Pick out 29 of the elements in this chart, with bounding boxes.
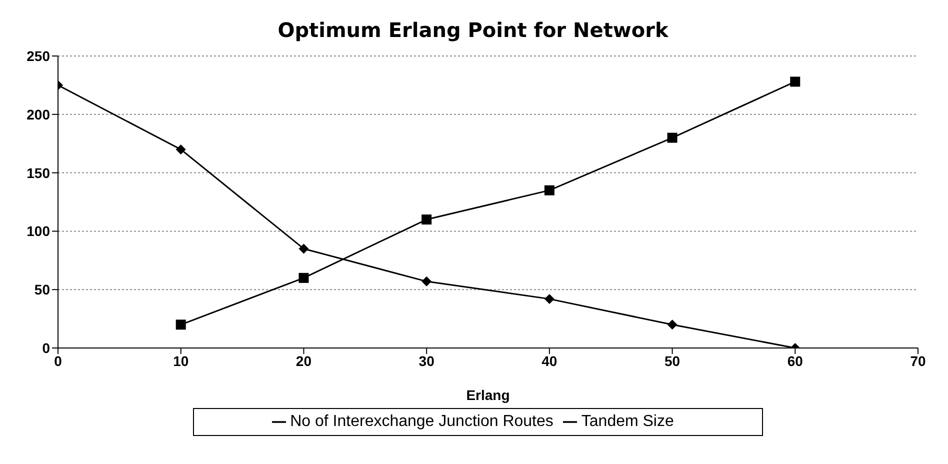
x-tick-label: 10 xyxy=(173,352,189,369)
x-tick-label: 70 xyxy=(910,352,926,369)
point xyxy=(790,76,800,87)
x-tick-label: 50 xyxy=(664,352,680,369)
chart-title: Optimum Erlang Point for Network xyxy=(276,18,670,42)
y-tick-label: 0 xyxy=(42,340,50,356)
point xyxy=(298,244,309,254)
legend-label: No of Interexchange Junction Routes xyxy=(290,413,554,430)
point xyxy=(298,272,309,283)
x-tick-label: 40 xyxy=(542,352,558,369)
point xyxy=(667,132,678,143)
point xyxy=(667,320,678,330)
point xyxy=(544,185,554,196)
y-tick-label: 200 xyxy=(26,106,50,122)
x-tick-label: 30 xyxy=(418,352,435,369)
point xyxy=(176,144,186,154)
x-tick-label: 0 xyxy=(54,352,62,369)
point xyxy=(176,320,186,330)
point xyxy=(422,214,432,225)
point xyxy=(544,294,554,304)
x-tick-label: 60 xyxy=(787,352,804,369)
y-tick-label: 150 xyxy=(26,164,50,181)
y-tick-label: 250 xyxy=(26,48,50,64)
y-tick-label: 100 xyxy=(26,223,50,240)
x-axis-title: Erlang xyxy=(466,387,510,403)
x-tick-label: 20 xyxy=(296,352,312,369)
point xyxy=(422,276,432,286)
y-tick-label: 50 xyxy=(34,282,50,298)
legend-label: Tandem Size xyxy=(581,413,674,430)
